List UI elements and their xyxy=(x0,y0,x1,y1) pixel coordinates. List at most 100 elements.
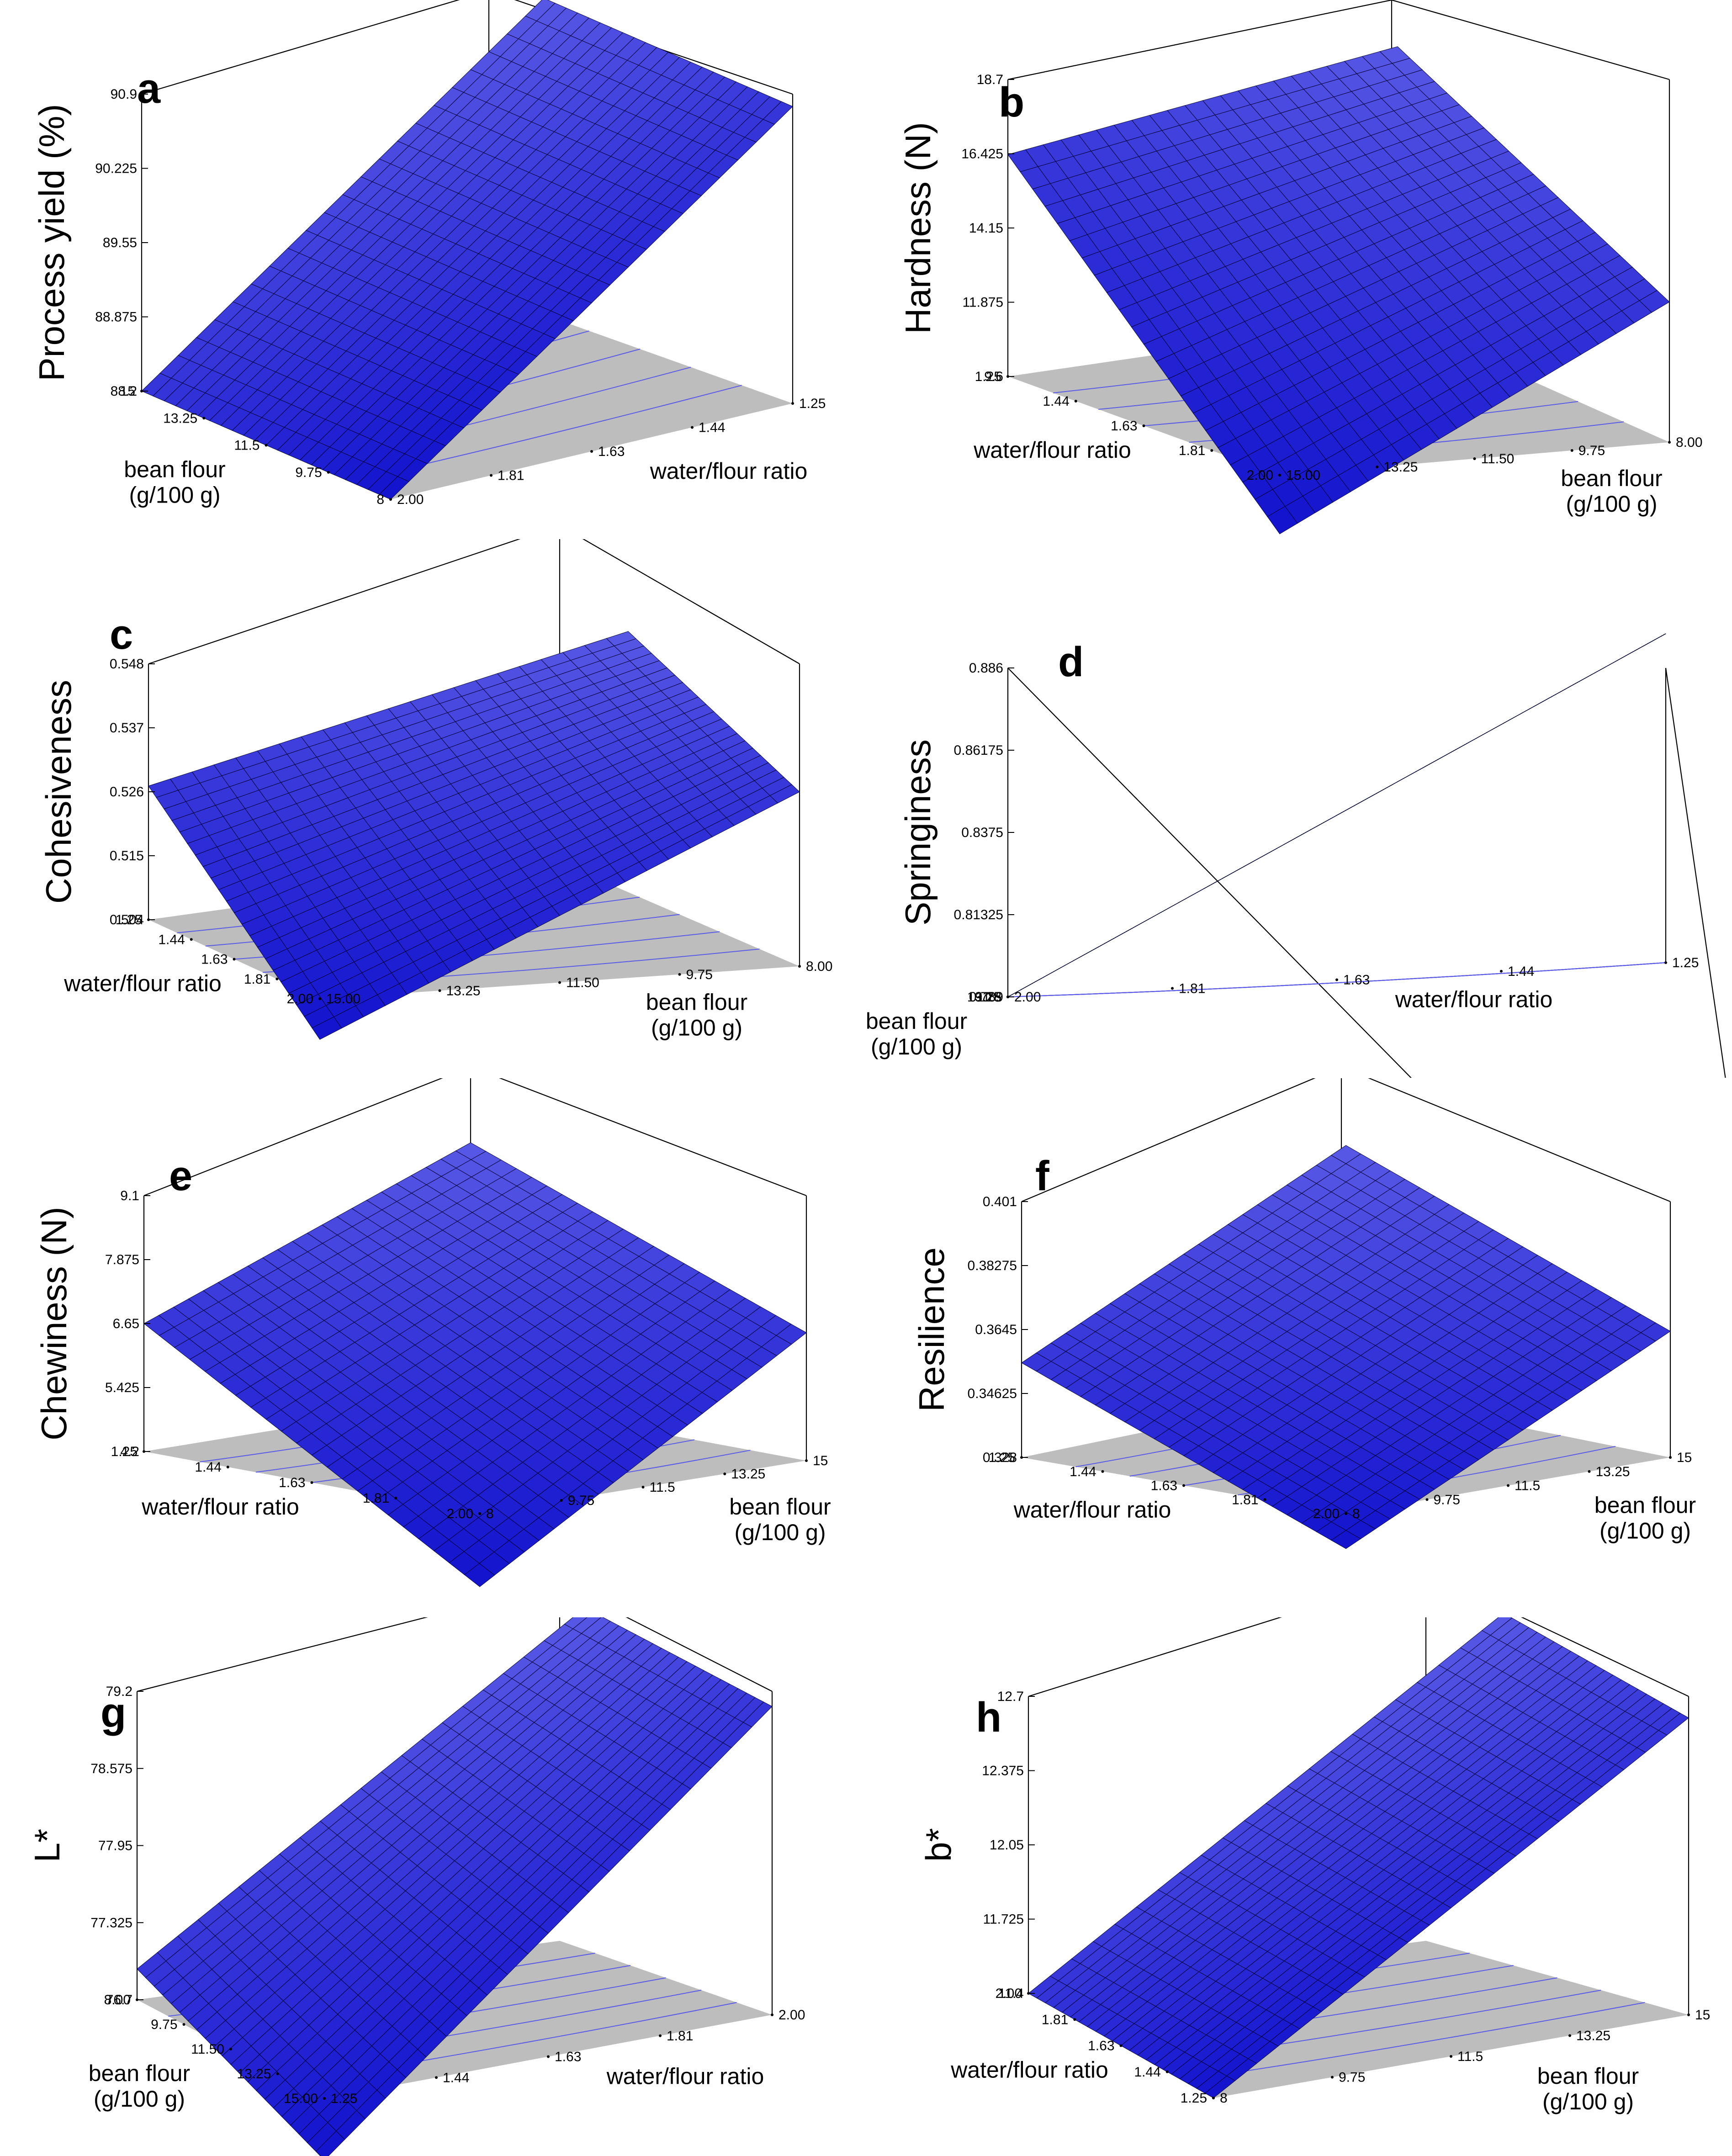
z-tick-label: 4.2 xyxy=(120,1444,139,1459)
base-tick-mark xyxy=(1669,1456,1672,1459)
z-tick-label: 0.86175 xyxy=(954,743,1003,758)
base-tick-label: 1.44 xyxy=(1043,394,1069,409)
axis-title-line: water/flour ratio xyxy=(650,458,808,484)
panel-letter: e xyxy=(169,1153,192,1199)
right-axis-title: bean flour (g/100 g) xyxy=(646,990,747,1041)
panel-a: 90.9 90.225 89.55 88.875 88.2 Process yield (… xyxy=(32,0,826,508)
base-tick-label: 1.63 xyxy=(201,952,228,967)
base-tick-mark xyxy=(1331,2076,1334,2079)
base-tick-mark xyxy=(1020,1456,1023,1459)
base-tick-mark xyxy=(1074,400,1077,403)
base-tick-label: 15 xyxy=(1677,1450,1692,1465)
base-tick-label: 9.75 xyxy=(568,1493,594,1508)
base-tick-mark xyxy=(590,450,593,453)
base-tick-label: 2.00 xyxy=(397,492,424,507)
contour-line xyxy=(1007,962,1666,997)
base-tick-label: 1.25 xyxy=(1181,2091,1207,2106)
axis-title-line: water/flour ratio xyxy=(64,971,222,996)
response-surface xyxy=(148,631,800,1040)
surface-cell xyxy=(1336,798,1367,816)
z-tick-label: 0.504 xyxy=(110,912,144,927)
base-tick-mark xyxy=(1500,969,1503,973)
z-tick-label: 18.7 xyxy=(977,72,1003,87)
z-tick-label: 77.95 xyxy=(98,1838,132,1854)
surface-cell xyxy=(1204,2076,1236,2098)
z-axis-title: Cohesiveness xyxy=(38,680,79,904)
base-tick-label: 1.25 xyxy=(111,1444,138,1459)
base-tick-mark xyxy=(1345,1512,1347,1515)
right-axis-ticks: 2.00 1.81 1.63 1.44 1.25 xyxy=(389,396,826,507)
floor-contours xyxy=(1007,962,1666,997)
surface-cell xyxy=(1367,782,1397,799)
base-tick-label: 1.63 xyxy=(555,2050,581,2065)
base-tick-label: 13.25 xyxy=(446,983,481,998)
base-tick-mark xyxy=(678,973,681,976)
base-tick-mark xyxy=(641,1486,645,1489)
z-tick-label: 0.548 xyxy=(110,657,144,672)
base-tick-label: 13.25 xyxy=(237,2066,271,2082)
surface-cell xyxy=(1576,666,1606,683)
base-tick-mark xyxy=(140,390,143,392)
panel-letter: b xyxy=(999,79,1024,126)
base-tick-label: 15 xyxy=(1695,2008,1710,2023)
base-tick-mark xyxy=(558,981,561,984)
left-axis-title: bean flour (g/100 g) xyxy=(866,1008,967,1059)
z-tick-label: 0.38275 xyxy=(968,1258,1017,1273)
base-tick-mark xyxy=(1570,449,1573,452)
top-back-left-edge xyxy=(1007,667,1412,1078)
base-tick-mark xyxy=(791,402,794,405)
right-axis-ticks: 8 9.75 11.5 13.25 15 xyxy=(478,1453,828,1521)
axis-title-line: (g/100 g) xyxy=(871,1034,962,1059)
surface-cell xyxy=(1330,1530,1361,1549)
base-tick-label: 8 xyxy=(1220,2091,1228,2106)
z-tick-label: 0.789 xyxy=(969,990,1003,1005)
base-tick-label: 8.00 xyxy=(1676,435,1702,450)
right-axis-title: bean flour (g/100 g) xyxy=(729,1494,831,1545)
axis-title-line: bean flour xyxy=(866,1008,967,1034)
base-tick-label: 9.75 xyxy=(151,2017,177,2032)
left-axis-title: bean flour (g/100 g) xyxy=(124,457,225,508)
surface-cell xyxy=(1038,964,1068,981)
z-axis-title: L* xyxy=(27,1829,67,1863)
base-tick-mark xyxy=(1568,2034,1571,2037)
base-tick-label: 15.00 xyxy=(326,991,360,1006)
response-surface xyxy=(137,1617,773,2156)
z-tick-label: 90.225 xyxy=(95,161,137,176)
panel-c: 0.548 0.537 0.526 0.515 0.504 Cohesiveness 1.2… xyxy=(38,539,832,1041)
base-tick-mark xyxy=(1165,2070,1169,2073)
base-tick-label: 11.50 xyxy=(1481,451,1515,466)
base-tick-label: 1.25 xyxy=(989,1450,1015,1465)
panel-d: 0.886 0.86175 0.8375 0.81325 0.789 Springines… xyxy=(866,633,1726,1078)
right-axis-ticks: 15.00 13.25 11.50 9.75 8.00 xyxy=(318,959,832,1006)
surface-cell xyxy=(1605,650,1636,667)
base-tick-label: 13.25 xyxy=(731,1467,765,1482)
axis-title-line: water/flour ratio xyxy=(973,437,1131,463)
base-tick-mark xyxy=(310,1481,313,1484)
base-tick-label: 11.50 xyxy=(566,975,599,991)
base-tick-mark xyxy=(1119,2044,1123,2047)
surface-cell xyxy=(1307,815,1337,832)
base-tick-label: 1.63 xyxy=(598,444,625,459)
base-tick-label: 1.44 xyxy=(699,420,725,435)
z-tick-label: 9.1 xyxy=(120,1188,139,1203)
surface-cell xyxy=(1267,506,1298,535)
z-tick-label: 0.34625 xyxy=(968,1386,1017,1401)
right-axis-title: bean flour (g/100 g) xyxy=(1537,2063,1639,2114)
base-tick-mark xyxy=(435,2076,438,2079)
surface-cell xyxy=(1426,749,1457,766)
left-axis-title: water/flour ratio xyxy=(64,971,222,996)
base-tick-mark xyxy=(1210,449,1213,452)
base-tick-mark xyxy=(1335,978,1338,981)
axis-title-line: bean flour xyxy=(1561,466,1662,491)
base-tick-label: 2.00 xyxy=(996,1986,1022,2001)
right-axis-title: bean flour (g/100 g) xyxy=(1594,1493,1696,1544)
base-tick-mark xyxy=(798,965,801,968)
axis-title-line: water/flour ratio xyxy=(950,2057,1108,2083)
z-axis-title: Resilience xyxy=(911,1247,952,1412)
base-tick-mark xyxy=(1006,375,1009,378)
right-axis-ticks: 8 9.75 11.5 13.25 15 xyxy=(1345,1450,1692,1521)
base-tick-label: 8 xyxy=(486,1506,494,1521)
z-tick-label: 11.875 xyxy=(962,295,1003,310)
base-tick-label: 1.44 xyxy=(158,932,185,947)
axis-title-line: (g/100 g) xyxy=(129,482,220,508)
